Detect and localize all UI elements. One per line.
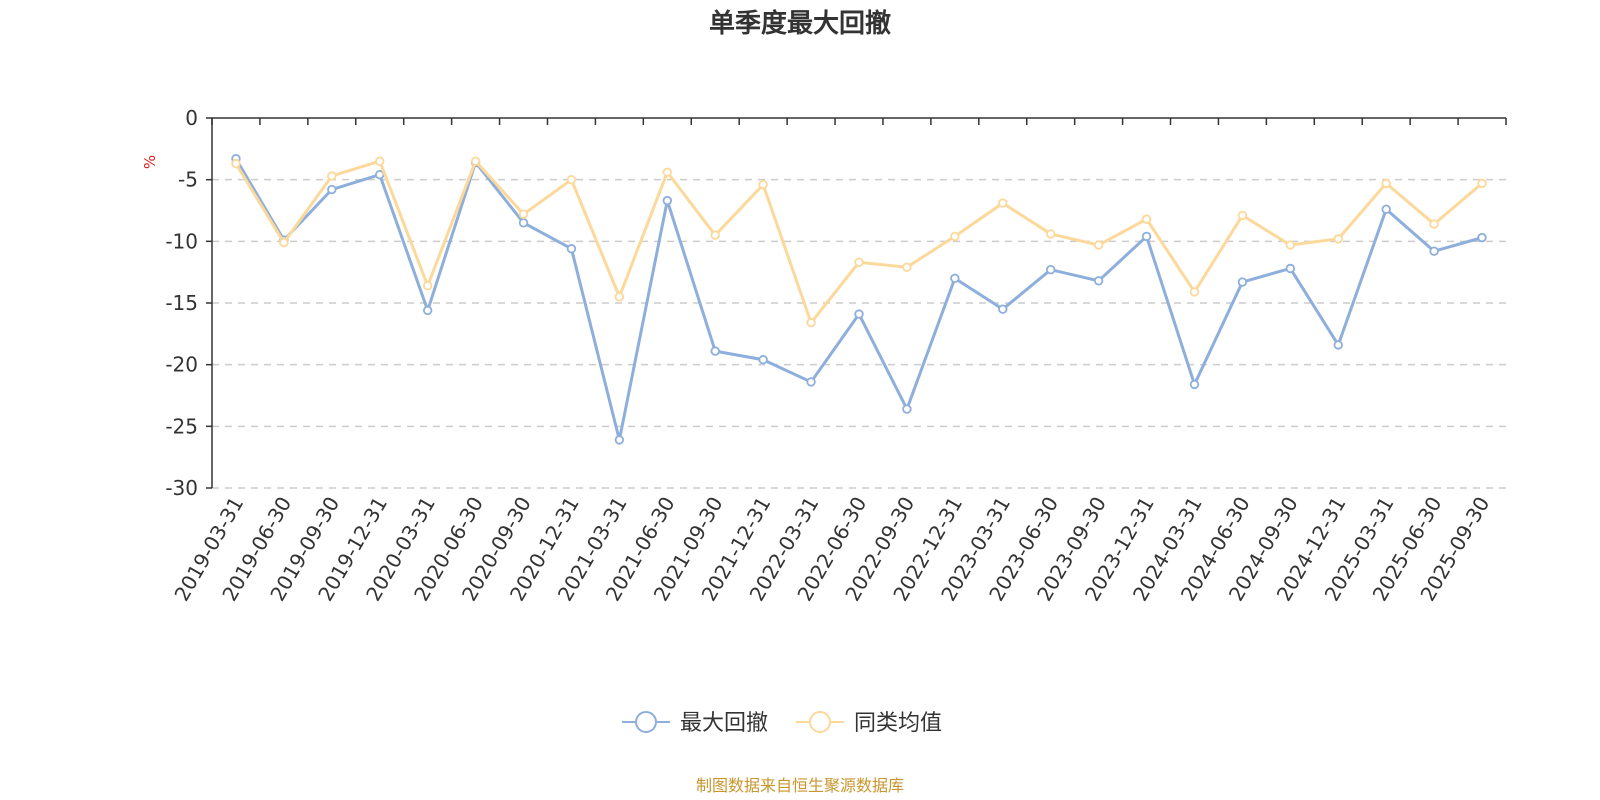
- y-tick-label: -15: [165, 291, 198, 315]
- legend-marker: [635, 711, 657, 733]
- axes: 0-5-10-15-20-25-302019-03-312019-06-3020…: [165, 106, 1507, 605]
- series-1: [231, 153, 1487, 445]
- data-point: [1237, 210, 1248, 221]
- data-point: [710, 346, 720, 356]
- data-point: [1333, 340, 1343, 350]
- y-tick-label: -20: [165, 353, 198, 377]
- data-point: [1093, 240, 1104, 250]
- data-point: [1189, 287, 1200, 297]
- series-lines: [231, 153, 1487, 445]
- y-axis-unit-label: %: [141, 155, 159, 169]
- data-point: [902, 404, 912, 414]
- data-point: [327, 171, 337, 181]
- data-point: [1046, 265, 1056, 275]
- data-point: [758, 355, 768, 365]
- data-point: [614, 435, 625, 445]
- y-tick-label: -25: [165, 414, 198, 438]
- data-point: [1429, 219, 1439, 229]
- legend-item-2: 同类均值: [796, 711, 942, 736]
- data-point: [1477, 232, 1487, 243]
- data-point: [1046, 229, 1056, 239]
- data-point: [758, 179, 768, 190]
- y-tick-label: -5: [178, 168, 198, 192]
- data-point: [614, 292, 625, 302]
- data-point: [1477, 178, 1487, 189]
- data-point: [998, 304, 1008, 314]
- data-point: [902, 262, 912, 272]
- data-point: [854, 257, 864, 267]
- y-tick-label: -30: [165, 476, 198, 500]
- data-point: [231, 158, 241, 169]
- data-point: [518, 218, 529, 228]
- y-tick-label: 0: [185, 106, 198, 130]
- data-point: [1381, 204, 1391, 214]
- data-point: [1237, 277, 1248, 287]
- data-point: [327, 184, 337, 195]
- data-point: [422, 281, 433, 291]
- data-point: [806, 318, 816, 328]
- data-point: [1429, 246, 1439, 256]
- series-2: [231, 156, 1487, 328]
- data-point: [662, 195, 672, 206]
- data-point: [518, 209, 529, 219]
- series-line: [234, 157, 1483, 442]
- legend-label: 最大回撤: [680, 711, 768, 736]
- legend-label: 同类均值: [854, 711, 942, 736]
- data-point: [422, 305, 433, 316]
- data-point: [470, 156, 481, 166]
- data-point: [1141, 231, 1152, 242]
- legend-item-1: 最大回撤: [622, 711, 768, 736]
- data-point: [1093, 276, 1104, 286]
- legend-marker: [809, 711, 831, 733]
- data-point: [1285, 240, 1296, 250]
- data-point: [1189, 379, 1200, 390]
- data-point: [662, 167, 672, 177]
- data-point: [998, 198, 1008, 208]
- data-point: [1381, 178, 1391, 189]
- data-point: [1333, 234, 1343, 244]
- data-point: [710, 230, 720, 240]
- data-point: [566, 244, 577, 254]
- data-point: [375, 156, 385, 166]
- data-point: [279, 237, 289, 248]
- data-point: [1141, 214, 1152, 224]
- data-point: [854, 309, 864, 319]
- data-point: [1285, 263, 1296, 274]
- data-point: [566, 174, 577, 185]
- y-tick-label: -10: [165, 229, 198, 253]
- data-point: [950, 273, 960, 284]
- data-point: [950, 231, 960, 242]
- data-point: [806, 377, 816, 387]
- chart-title: 单季度最大回撤: [709, 8, 891, 39]
- legend: 最大回撤 同类均值: [622, 711, 942, 736]
- data-source-note: 制图数据来自恒生聚源数据库: [696, 776, 904, 795]
